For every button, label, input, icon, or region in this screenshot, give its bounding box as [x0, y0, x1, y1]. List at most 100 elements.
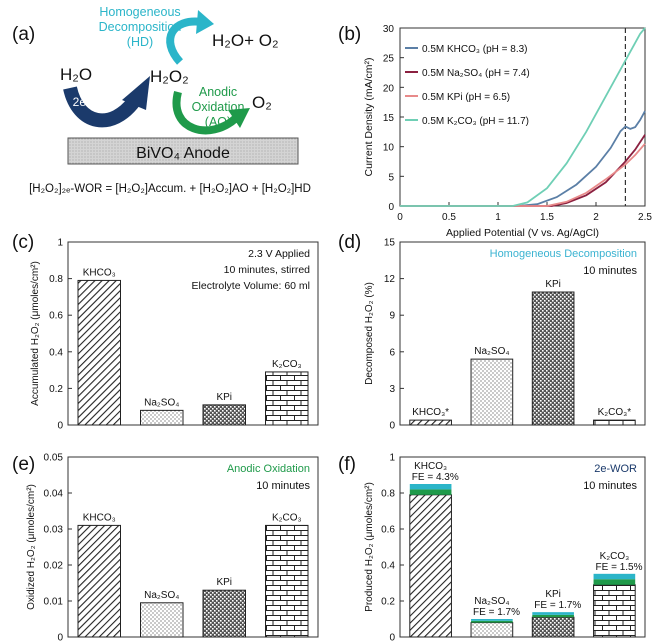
- fe-label-2: FE = 1.7%: [534, 600, 581, 611]
- y-tick-label: 0.8: [381, 489, 395, 500]
- legend-label-1: 0.5M Na₂SO₄ (pH = 7.4): [422, 68, 530, 79]
- ao-label-line3: (AO): [205, 115, 231, 129]
- schematic-panel: (a) Homogeneous Decomposition (HD) H₂O+ …: [12, 5, 311, 195]
- category-label-0: KHCO₃: [414, 461, 447, 472]
- wor-arrow: [63, 86, 141, 128]
- panel-label-b: (b): [338, 24, 361, 45]
- x-tick-label: 0: [397, 212, 403, 223]
- bar-2: [202, 589, 246, 638]
- category-label-3: K₂CO₃*: [598, 407, 632, 418]
- decomposed-h2o2-chart: 0 3 6 9 12 15 Decomposed H₂O₂ (%) KHCO₃* Na₂SO₄ K…: [364, 238, 646, 432]
- hd-label-line1: Homogeneous: [99, 5, 180, 19]
- bar-0: [409, 494, 452, 638]
- fe-label-1: FE = 1.7%: [473, 607, 520, 618]
- y-axis-label: Oxidized H₂O₂ (μmoles/cm²): [26, 484, 37, 610]
- ao-arrow: [172, 90, 239, 135]
- anode-label: BiVO₄ Anode: [136, 145, 230, 162]
- panel-subtitle: 10 minutes: [583, 480, 637, 492]
- y-tick-label: 1: [389, 453, 395, 464]
- category-label-2: KPi: [545, 279, 561, 290]
- current-density-chart: 0 0.5 1 1.5 2 2.5 0 5 10 15 20 25 30 Applied Potentia…: [363, 24, 652, 239]
- bar-0: [409, 419, 452, 426]
- series-line-3: [400, 27, 646, 207]
- x-axis-label: Applied Potential (V vs. Ag/AgCl): [446, 227, 599, 239]
- x-tick-label: 1: [495, 212, 501, 223]
- bar-3: [265, 371, 309, 426]
- bar-ao-segment-1: [471, 620, 513, 623]
- decomposition-bar-panel: (d) 0 3 6 9 12 15 Decomposed H₂O₂ (%) KHCO₃* Na₂…: [338, 232, 646, 432]
- y-tick-label: 0.2: [381, 597, 395, 608]
- series-line-0: [400, 110, 646, 207]
- series-line-2: [400, 143, 646, 207]
- hd-label-line3: (HD): [127, 35, 153, 49]
- annotation-2: Electrolyte Volume: 60 ml: [192, 280, 310, 292]
- plot-frame: [399, 241, 646, 426]
- category-label-0: KHCO₃: [83, 267, 116, 278]
- x-tick-label: 2: [593, 212, 599, 223]
- y-axis-label: Current Density (mA/cm²): [363, 57, 375, 176]
- h2o2-label: H₂O₂: [150, 67, 189, 86]
- y-tick-label: 0: [57, 421, 63, 432]
- bivo4-anode: [67, 137, 299, 165]
- x-tick-label: 1.5: [540, 212, 554, 223]
- y-tick-label: 15: [384, 238, 396, 249]
- ao-label-line2: Oxidation: [192, 100, 245, 114]
- bar-1: [140, 409, 184, 426]
- bar-2: [531, 291, 575, 426]
- bar-1: [470, 358, 514, 426]
- y-tick-label: 0: [57, 633, 63, 644]
- legend-label-0: 0.5M KHCO₃ (pH = 8.3): [422, 44, 528, 55]
- y-tick-label: 0.8: [49, 274, 63, 285]
- panel-label-d: (d): [338, 232, 361, 253]
- y-axis-label: Accumulated H₂O₂ (μmoles/cm²): [30, 261, 41, 406]
- panel-title: 2e-WOR: [594, 463, 637, 475]
- plot-frame: [399, 456, 646, 638]
- annotation-0: 2.3 V Applied: [248, 248, 310, 260]
- bar-2: [531, 616, 575, 638]
- bar-ao-segment-0: [409, 489, 452, 495]
- produced-bar-panel: (f) 0 0.2 0.4 0.6 0.8 1 Produced H₂O₂ (μmoles/…: [338, 453, 646, 644]
- y-tick-label: 1: [57, 238, 63, 249]
- y-tick-label: 0: [389, 633, 395, 644]
- y-axis-label: Produced H₂O₂ (μmoles/cm²): [364, 482, 375, 612]
- category-label-1: Na₂SO₄: [144, 590, 179, 601]
- category-label-3: K₂CO₃: [272, 512, 302, 523]
- panel-subtitle: 10 minutes: [256, 480, 310, 492]
- fe-label-3: FE = 1.5%: [596, 562, 643, 573]
- wor-label: 2e-WOR: [73, 95, 120, 109]
- oxidation-bar-panel: (e) 0 0.01 0.02 0.03 0.04 0.05 Oxidized H₂O₂ (…: [12, 453, 319, 644]
- bar-hd-segment-3: [593, 573, 636, 580]
- category-label-1: Na₂SO₄: [474, 596, 509, 607]
- ao-label-line1: Anodic: [199, 85, 237, 99]
- y-tick-label: 0.4: [49, 347, 63, 358]
- x-tick-label: 0.5: [442, 212, 456, 223]
- bar-3: [593, 419, 636, 426]
- plot-frame: [67, 456, 319, 638]
- y-tick-label: 0.04: [44, 489, 64, 500]
- category-label-0: KHCO₃*: [412, 407, 449, 418]
- category-label-1: Na₂SO₄: [144, 397, 179, 408]
- ao-arrow-head: [228, 108, 250, 128]
- hd-arrow: [166, 17, 203, 65]
- panel-label-a: (a): [12, 24, 35, 45]
- accumulated-bar-panel: (c) 0 0.2 0.4 0.6 0.8 1 Accumulated H₂O₂ (μmol…: [12, 232, 319, 432]
- annotation-1: 10 minutes, stirred: [224, 264, 311, 276]
- category-label-1: Na₂SO₄: [474, 346, 509, 357]
- hd-label-line2: Decomposition: [99, 20, 182, 34]
- y-tick-label: 0.4: [381, 561, 395, 572]
- y-tick-label: 20: [383, 83, 395, 94]
- y-tick-label: 12: [384, 274, 396, 285]
- y-tick-label: 6: [389, 347, 395, 358]
- y-tick-label: 10: [383, 143, 395, 154]
- category-label-2: KPi: [216, 392, 232, 403]
- bar-1: [470, 622, 514, 638]
- y-tick-label: 3: [389, 384, 395, 395]
- category-label-0: KHCO₃: [83, 512, 116, 523]
- accumulated-h2o2-chart: 0 0.2 0.4 0.6 0.8 1 Accumulated H₂O₂ (μmoles/c…: [30, 238, 319, 432]
- x-tick-label: 2.5: [638, 212, 652, 223]
- bar-ao-segment-2: [532, 614, 574, 618]
- y-axis-label: Decomposed H₂O₂ (%): [364, 282, 375, 385]
- y-tick-label: 0: [388, 202, 394, 213]
- plot-frame: [67, 241, 319, 426]
